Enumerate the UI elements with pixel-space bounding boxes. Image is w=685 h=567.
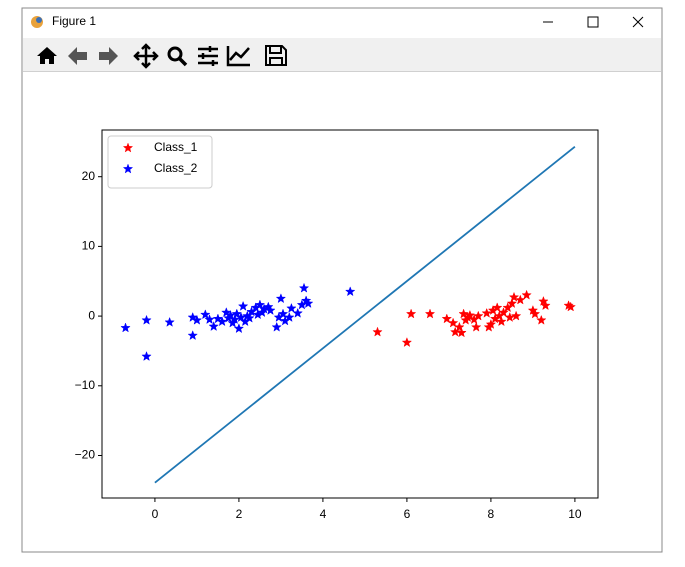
star-point xyxy=(254,299,266,310)
star-point xyxy=(286,302,297,313)
window-title: Figure 1 xyxy=(52,14,96,28)
back-button[interactable] xyxy=(68,47,87,65)
star-point xyxy=(540,300,551,311)
star-point xyxy=(491,302,503,313)
star-point xyxy=(204,314,215,325)
star-point xyxy=(454,321,465,332)
star-point xyxy=(521,289,532,300)
title-bar xyxy=(23,9,661,38)
x-tick-label: 6 xyxy=(404,507,411,521)
plot: 0 2 4 6 8 10 −20 −10 0 10 20 Class_1 Class_2 xyxy=(75,129,599,521)
star-point xyxy=(508,291,520,302)
star-point xyxy=(449,326,461,337)
x-tick-label: 4 xyxy=(320,507,327,521)
close-button[interactable] xyxy=(632,16,644,28)
legend-label: Class_2 xyxy=(154,161,198,175)
star-point xyxy=(265,304,276,315)
star-point xyxy=(244,312,255,323)
star-point xyxy=(292,307,303,318)
legend-marker xyxy=(122,142,134,153)
star-point xyxy=(401,337,413,348)
star-point xyxy=(271,321,282,332)
star-point xyxy=(187,330,198,341)
forward-button[interactable] xyxy=(99,47,118,65)
y-tick-label: 10 xyxy=(82,239,96,253)
axes-frame xyxy=(101,129,599,499)
star-point xyxy=(470,321,482,332)
star-point xyxy=(485,318,497,329)
star-point xyxy=(208,321,219,332)
legend-label: Class_1 xyxy=(154,140,198,154)
star-point xyxy=(464,309,476,320)
star-point xyxy=(284,311,295,322)
decision-line xyxy=(154,146,576,484)
star-point xyxy=(405,308,417,319)
legend-box xyxy=(107,135,213,189)
x-tick-label: 10 xyxy=(568,507,582,521)
y-tick-label: −20 xyxy=(75,448,96,462)
star-point xyxy=(447,317,459,328)
app-icon xyxy=(31,16,43,28)
star-point xyxy=(216,316,228,327)
save-button[interactable] xyxy=(265,45,287,66)
y-tick-label: −10 xyxy=(75,378,96,392)
star-point xyxy=(141,350,152,361)
star-point xyxy=(529,308,541,319)
star-point xyxy=(229,314,240,325)
star-point xyxy=(498,307,509,318)
star-point xyxy=(510,310,522,321)
home-button[interactable] xyxy=(37,47,57,64)
configure-button[interactable] xyxy=(198,46,218,66)
y-tick-label: 0 xyxy=(88,308,95,322)
star-point xyxy=(120,322,131,333)
star-point xyxy=(441,313,453,324)
star-point xyxy=(275,293,287,304)
star-point xyxy=(212,313,224,324)
pan-button[interactable] xyxy=(133,43,159,69)
toolbar xyxy=(23,38,661,71)
star-point xyxy=(344,286,356,297)
star-point xyxy=(538,295,549,306)
star-point xyxy=(506,298,518,309)
star-point xyxy=(565,301,576,312)
x-tick-label: 8 xyxy=(488,507,495,521)
legend-marker xyxy=(122,163,134,174)
star-point xyxy=(424,308,436,319)
star-point xyxy=(191,314,203,325)
star-point xyxy=(496,316,507,327)
star-point xyxy=(473,310,484,321)
x-tick-label: 0 xyxy=(152,507,159,521)
star-point xyxy=(187,311,198,322)
star-point xyxy=(298,282,310,293)
star-point xyxy=(200,309,211,320)
star-point xyxy=(221,307,232,318)
zoom-button[interactable] xyxy=(167,46,188,67)
star-point xyxy=(456,327,467,338)
star-point xyxy=(372,326,383,337)
x-tick-label: 2 xyxy=(236,507,243,521)
star-point xyxy=(481,307,492,318)
maximize-button[interactable] xyxy=(587,16,599,28)
star-point xyxy=(233,323,245,334)
star-point xyxy=(141,314,152,325)
star-point xyxy=(302,298,314,309)
axes-button[interactable] xyxy=(226,46,250,67)
star-point xyxy=(237,300,249,311)
y-tick-label: 20 xyxy=(82,169,96,183)
star-point xyxy=(164,316,175,327)
star-point xyxy=(277,308,289,319)
star-point xyxy=(536,314,547,325)
